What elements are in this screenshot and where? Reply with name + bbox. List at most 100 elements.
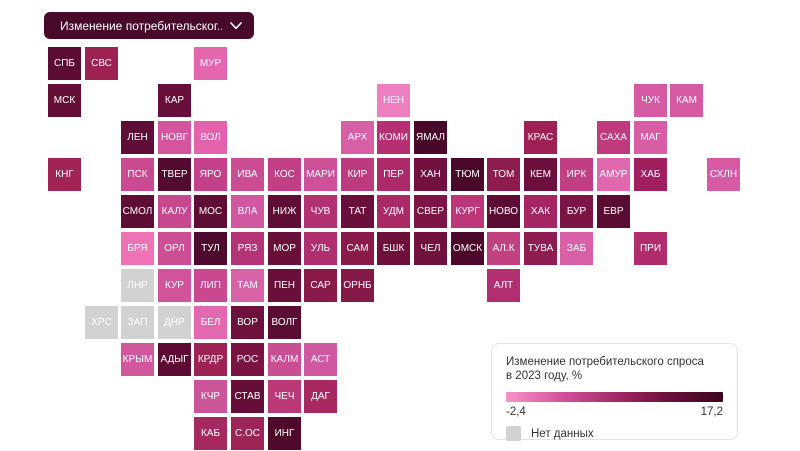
region-tile-БШК[interactable]: БШК [377,232,410,265]
region-tile-ЧУВ[interactable]: ЧУВ [304,195,337,228]
region-tile-ЯРО[interactable]: ЯРО [194,158,227,191]
region-tile-ПСК[interactable]: ПСК [121,158,154,191]
legend-min-label: -2,4 [506,406,526,418]
region-tile-КРЫМ[interactable]: КРЫМ [121,343,154,376]
region-tile-ИРК[interactable]: ИРК [560,158,593,191]
region-tile-КАР[interactable]: КАР [158,84,191,117]
region-tile-РОС[interactable]: РОС [231,343,264,376]
region-tile-МСК[interactable]: МСК [48,84,81,117]
region-tile-ЛИП[interactable]: ЛИП [194,269,227,302]
legend-no-data: Нет данных [506,426,723,441]
region-tile-ТОМ[interactable]: ТОМ [487,158,520,191]
region-tile-БУР[interactable]: БУР [560,195,593,228]
region-tile-АМУР[interactable]: АМУР [597,158,630,191]
legend-max-label: 17,2 [700,406,723,418]
region-tile-КНГ[interactable]: КНГ [48,158,81,191]
region-tile-ДНР[interactable]: ДНР [158,306,191,339]
region-tile-РЯЗ[interactable]: РЯЗ [231,232,264,265]
region-tile-КОМИ[interactable]: КОМИ [377,121,410,154]
dropdown-label: Изменение потребительског... [60,18,222,33]
region-tile-КИР[interactable]: КИР [341,158,374,191]
region-tile-КЧР[interactable]: КЧР [194,380,227,413]
region-tile-БЕЛ[interactable]: БЕЛ [194,306,227,339]
region-tile-КУР[interactable]: КУР [158,269,191,302]
region-tile-СВС[interactable]: СВС [85,47,118,80]
region-tile-ПЕН[interactable]: ПЕН [268,269,301,302]
region-tile-НИЖ[interactable]: НИЖ [268,195,301,228]
region-tile-НОВГ[interactable]: НОВГ [158,121,191,154]
region-tile-КАБ[interactable]: КАБ [194,417,227,450]
indicator-dropdown[interactable]: Изменение потребительског... [44,12,254,39]
region-tile-ХРС[interactable]: ХРС [85,306,118,339]
region-tile-ОМСК[interactable]: ОМСК [451,232,484,265]
region-tile-МУР[interactable]: МУР [194,47,227,80]
region-tile-КАЛУ[interactable]: КАЛУ [158,195,191,228]
legend-title-line1: Изменение потребительского спроса [506,356,704,368]
region-tile-ПРИ[interactable]: ПРИ [634,232,667,265]
region-tile-КРДР[interactable]: КРДР [194,343,227,376]
region-tile-ХАБ[interactable]: ХАБ [634,158,667,191]
region-tile-ДАГ[interactable]: ДАГ [304,380,337,413]
region-tile-ЧЕЧ[interactable]: ЧЕЧ [268,380,301,413]
region-tile-БРЯ[interactable]: БРЯ [121,232,154,265]
region-tile-ТУЛ[interactable]: ТУЛ [194,232,227,265]
region-tile-СМОЛ[interactable]: СМОЛ [121,195,154,228]
region-tile-АРХ[interactable]: АРХ [341,121,374,154]
region-tile-СВЕР[interactable]: СВЕР [414,195,447,228]
region-tile-ЛЕН[interactable]: ЛЕН [121,121,154,154]
region-tile-ЕВР[interactable]: ЕВР [597,195,630,228]
region-tile-УДМ[interactable]: УДМ [377,195,410,228]
region-tile-САР[interactable]: САР [304,269,337,302]
region-tile-ПЕР[interactable]: ПЕР [377,158,410,191]
region-tile-МОР[interactable]: МОР [268,232,301,265]
region-tile-ЧУК[interactable]: ЧУК [634,84,667,117]
region-tile-МОС[interactable]: МОС [194,195,227,228]
region-tile-КРАС[interactable]: КРАС [524,121,557,154]
region-tile-ОРЛ[interactable]: ОРЛ [158,232,191,265]
region-tile-ТЮМ[interactable]: ТЮМ [451,158,484,191]
region-tile-ВОЛГ[interactable]: ВОЛГ [268,306,301,339]
region-tile-НЕН[interactable]: НЕН [377,84,410,117]
region-tile-НОВО[interactable]: НОВО [487,195,520,228]
region-tile-ЗАБ[interactable]: ЗАБ [560,232,593,265]
region-tile-МАРИ[interactable]: МАРИ [304,158,337,191]
region-tile-С.ОС[interactable]: С.ОС [231,417,264,450]
region-tile-ХАН[interactable]: ХАН [414,158,447,191]
region-tile-УЛЬ[interactable]: УЛЬ [304,232,337,265]
region-tile-ТАТ[interactable]: ТАТ [341,195,374,228]
region-tile-ТУВА[interactable]: ТУВА [524,232,557,265]
region-tile-ЧЕЛ[interactable]: ЧЕЛ [414,232,447,265]
region-tile-КОС[interactable]: КОС [268,158,301,191]
region-tile-КАЛМ[interactable]: КАЛМ [268,343,301,376]
region-tile-МАГ[interactable]: МАГ [634,121,667,154]
region-tile-КУРГ[interactable]: КУРГ [451,195,484,228]
region-tile-АЛТ[interactable]: АЛТ [487,269,520,302]
region-tile-ЯМАЛ[interactable]: ЯМАЛ [414,121,447,154]
region-tile-САМ[interactable]: САМ [341,232,374,265]
region-tile-КАМ[interactable]: КАМ [670,84,703,117]
no-data-label: Нет данных [531,427,594,440]
region-tile-СТАВ[interactable]: СТАВ [231,380,264,413]
region-tile-ВОЛ[interactable]: ВОЛ [194,121,227,154]
region-tile-ВОР[interactable]: ВОР [231,306,264,339]
no-data-swatch [506,426,521,441]
region-tile-АЛ.К[interactable]: АЛ.К [487,232,520,265]
region-tile-ТАМ[interactable]: ТАМ [231,269,264,302]
region-tile-ХАК[interactable]: ХАК [524,195,557,228]
region-tile-ТВЕР[interactable]: ТВЕР [158,158,191,191]
region-tile-СХЛН[interactable]: СХЛН [707,158,740,191]
region-tile-КЕМ[interactable]: КЕМ [524,158,557,191]
legend-gradient-bar [506,392,723,402]
legend-title-line2: в 2023 году, % [506,370,583,382]
region-tile-ВЛА[interactable]: ВЛА [231,195,264,228]
region-tile-СПБ[interactable]: СПБ [48,47,81,80]
region-tile-ОРНБ[interactable]: ОРНБ [341,269,374,302]
region-tile-АДЫГ[interactable]: АДЫГ [158,343,191,376]
region-tile-САХА[interactable]: САХА [597,121,630,154]
region-tile-АСТ[interactable]: АСТ [304,343,337,376]
region-tile-ИНГ[interactable]: ИНГ [268,417,301,450]
region-tile-ЛНР[interactable]: ЛНР [121,269,154,302]
region-tile-ИВА[interactable]: ИВА [231,158,264,191]
region-tile-ЗАП[interactable]: ЗАП [121,306,154,339]
